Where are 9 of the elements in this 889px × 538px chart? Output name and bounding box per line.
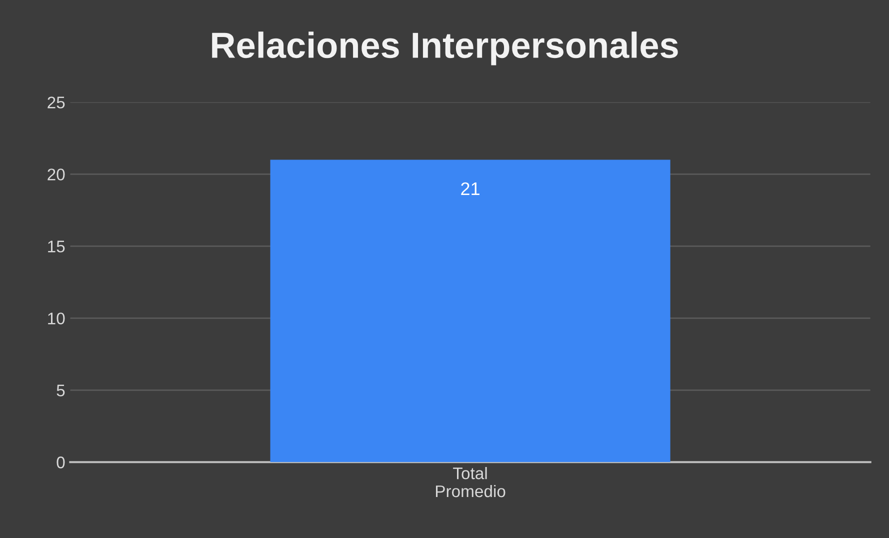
chart-title: Relaciones Interpersonales (212, 32, 678, 66)
y-tick-label: 10 (48, 312, 65, 324)
y-tick-label: 20 (48, 168, 65, 180)
y-tick-label: 5 (56, 384, 65, 396)
y-tick-label: 15 (48, 240, 65, 252)
data-label: 21 (461, 182, 480, 195)
x-tick-label: Total Promedio (436, 467, 506, 498)
y-tick-label: 0 (56, 456, 65, 468)
y-tick-label: 25 (48, 96, 65, 108)
